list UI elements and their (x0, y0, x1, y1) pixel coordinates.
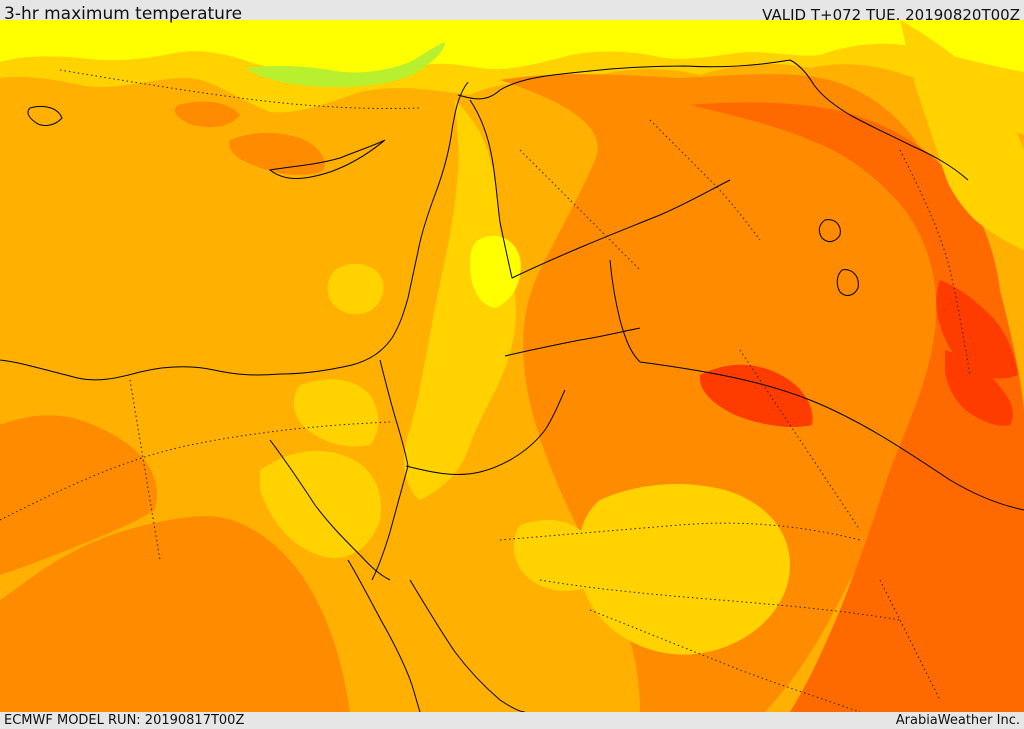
jordan-east-border (609, 259, 641, 363)
lake-outline (836, 269, 859, 296)
hottest-central-patch (699, 364, 813, 427)
valid-time: VALID T+072 TUE. 20190820T00Z (762, 6, 1020, 24)
hottest-eastern-patch-2 (945, 350, 1013, 426)
syria-jordan-border (511, 179, 731, 279)
mediterranean-sea-zone (0, 90, 455, 375)
syria-lebanon-border (469, 99, 513, 279)
hottest-eastern-patch-1 (936, 280, 1018, 379)
dotted-boundary-9 (899, 149, 971, 376)
mountain-cool-patch (245, 42, 445, 88)
warm-sea-patch-2 (174, 101, 240, 128)
jordan-saudi-border (504, 327, 641, 357)
saudi-west-cooler-patch (513, 520, 597, 592)
red-sea-west-coast (347, 559, 421, 712)
jordan-cool-patch (470, 235, 521, 308)
credit-label: ArabiaWeather Inc. (895, 713, 1020, 728)
header-bar: 3-hr maximum temperature VALID T+072 TUE… (0, 0, 1024, 24)
dotted-boundary-11 (879, 579, 941, 701)
dotted-boundary-8 (519, 149, 641, 271)
sinai-cooler-zone (260, 450, 382, 559)
red-sea-east-coast (409, 579, 526, 712)
eastern-very-hot-zone (690, 102, 1024, 712)
lake-outline-2 (818, 219, 841, 243)
dotted-boundary-1 (0, 421, 391, 521)
gulf-of-suez-coast (269, 439, 391, 581)
saudi-central-cooler-zone (577, 484, 790, 655)
island-outline (27, 105, 63, 126)
map-title: 3-hr maximum temperature (4, 4, 243, 24)
north-sinai-cooler-patch (293, 379, 379, 447)
saudi-iraq-border (639, 361, 1024, 511)
temperature-field-svg (0, 20, 1024, 712)
dotted-boundary-2 (129, 379, 161, 561)
turkey-syria-border (457, 59, 791, 100)
southwest-hot-zone (0, 516, 350, 712)
model-run-label: ECMWF MODEL RUN: 20190817T00Z (4, 713, 245, 728)
eastern-cooler-band (900, 20, 1024, 250)
temperature-map (0, 20, 1024, 712)
footer-bar: ECMWF MODEL RUN: 20190817T00Z ArabiaWeat… (0, 712, 1024, 729)
dotted-boundary-3 (499, 522, 861, 541)
warm-sea-patch-1 (229, 132, 325, 175)
dotted-admin-boundaries (0, 69, 971, 712)
coastline-and-border-lines (0, 59, 1024, 712)
cyprus-outline (268, 139, 386, 179)
dotted-boundary-4 (539, 579, 901, 621)
levant-cooler-strip (404, 100, 516, 500)
west-africa-hot-zone (0, 415, 157, 575)
northeast-border (789, 59, 969, 181)
dotted-boundary-6 (739, 349, 861, 531)
sinai-east-border (379, 359, 409, 467)
mediterranean-coastline (0, 81, 469, 381)
mediterranean-cool-patch (327, 263, 384, 315)
dotted-boundary-5 (589, 609, 861, 712)
aqaba-coast (371, 465, 409, 581)
jordan-south-border (405, 389, 566, 475)
dotted-boundary-10 (59, 69, 421, 109)
coldest-northern-zone (0, 20, 1024, 79)
